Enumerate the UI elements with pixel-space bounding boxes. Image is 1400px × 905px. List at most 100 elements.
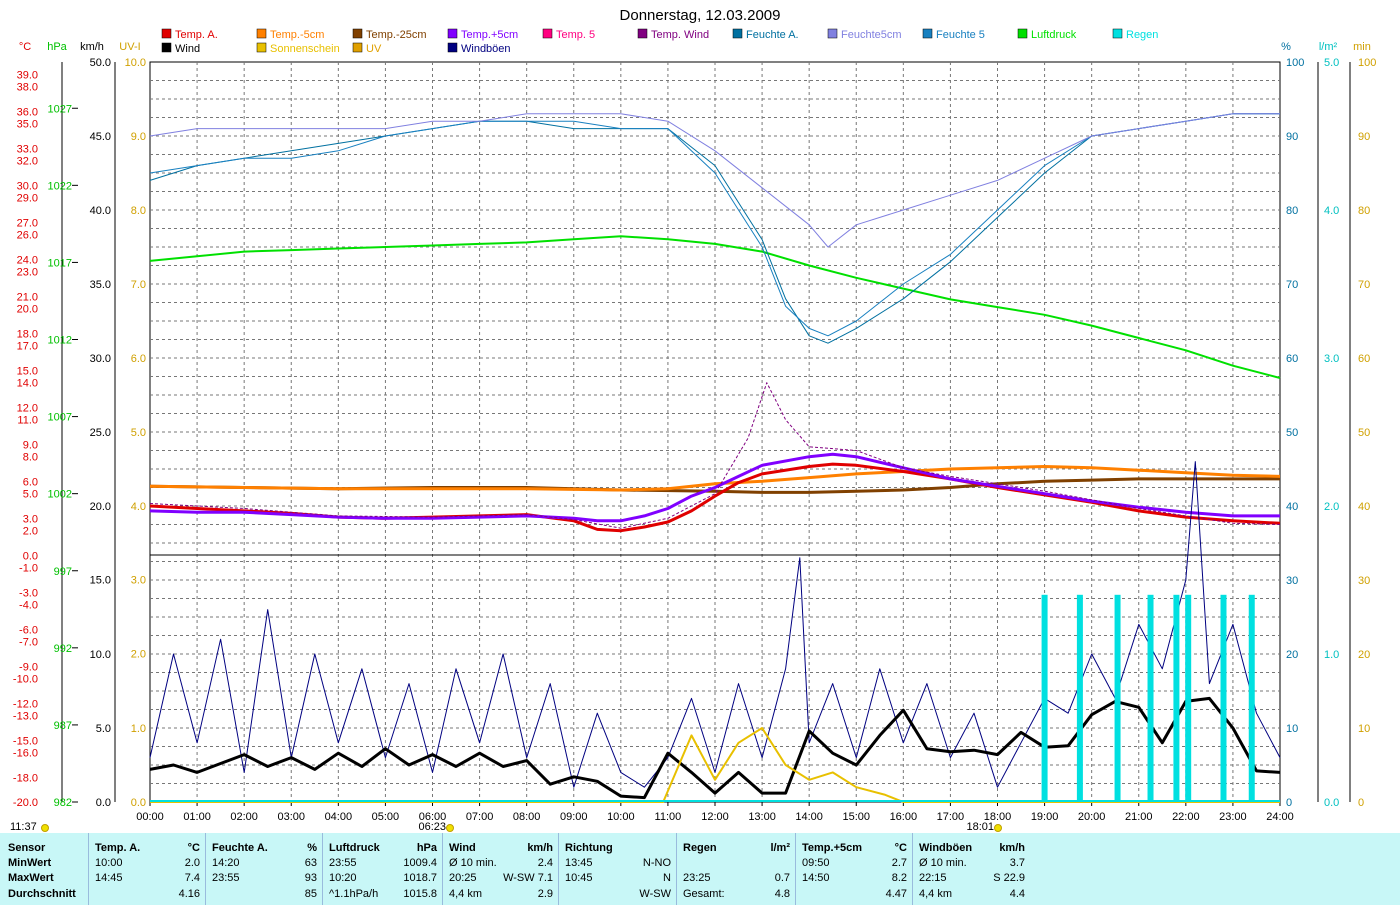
stats-cell-label: ^1.1hPa/h [329, 888, 379, 900]
tick-label-temp: 8.0 [23, 452, 38, 464]
tick-label-lm2: 4.0 [1324, 205, 1339, 217]
stats-column: Wind km/h Ø 10 min. 2.4 20:25 W-SW 7.1 4,4 km 2… [442, 833, 559, 905]
tick-label-hpa: 987 [54, 720, 72, 732]
tick-label-pct: 0 [1286, 797, 1292, 809]
legend-label: Luftdruck [1031, 29, 1077, 41]
tick-label-hpa: 1027 [48, 103, 72, 115]
stats-col-title: Windböen [919, 842, 973, 854]
tick-label-min: 0 [1358, 797, 1364, 809]
tick-label-uvi: 6.0 [131, 353, 146, 365]
stats-col-title: Temp.+5cm [802, 842, 863, 854]
stats-cell-value: 4.16 [178, 888, 200, 900]
tick-label-lm2: 1.0 [1324, 649, 1339, 661]
stats-cell-value: 2.0 [184, 857, 200, 869]
tick-label-uvi: 5.0 [131, 427, 146, 439]
axis-unit-min: min [1353, 41, 1371, 53]
stats-cell-value: S 22.9 [993, 872, 1025, 884]
stats-cell-value: W-SW 7.1 [503, 872, 553, 884]
stats-cell-label: Gesamt: [683, 888, 725, 900]
line-feuchte5cm [149, 113, 1280, 248]
tick-label-temp: -3.0 [19, 587, 38, 599]
tick-label-temp: 18.0 [17, 328, 38, 340]
legend-label: Wind [175, 43, 200, 55]
stats-cell-value: 93 [304, 872, 317, 884]
bar-regen [1173, 594, 1180, 802]
tick-label-temp: -4.0 [19, 600, 38, 612]
stats-cell-value: 2.9 [537, 888, 553, 900]
tick-label-uvi-lower: 1.0 [131, 723, 146, 735]
tick-label-uvi: 8.0 [131, 205, 146, 217]
bar-regen [1248, 594, 1255, 802]
bar-regen [1076, 594, 1083, 802]
stats-cell-label: 20:25 [449, 872, 477, 884]
legend-swatch [637, 28, 648, 39]
tick-label-temp: -12.0 [13, 698, 38, 710]
tick-label-temp: 36.0 [17, 106, 38, 118]
legend-label: Sonnenschein [270, 43, 340, 55]
legend-swatch [827, 28, 838, 39]
stats-col-unit: l/m² [770, 842, 790, 854]
stats-column: Windböen km/h Ø 10 min. 3.7 22:15 S 22.9 4,4 k… [912, 833, 1031, 905]
tick-label-kmh: 25.0 [90, 427, 111, 439]
tick-label-kmh-lower: 0.0 [96, 797, 111, 809]
stats-cell-value: 63 [304, 857, 317, 869]
stats-cell-value: 1009.4 [403, 857, 437, 869]
stats-cell-label: Ø 10 min. [919, 857, 967, 869]
tick-label-time: 05:00 [372, 811, 400, 823]
tick-label-time: 24:00 [1266, 811, 1294, 823]
stats-cell-label: 14:45 [95, 872, 123, 884]
tick-label-kmh: 50.0 [90, 57, 111, 69]
stats-col-title: Feuchte A. [212, 842, 268, 854]
stats-cell-label: 4,4 km [919, 888, 953, 900]
tick-label-temp: 15.0 [17, 365, 38, 377]
stats-cell-label: 10:20 [329, 872, 357, 884]
legend-swatch [922, 28, 933, 39]
legend-swatch [352, 28, 363, 39]
chart-title: Donnerstag, 12.03.2009 [620, 7, 781, 24]
tick-label-temp: 29.0 [17, 193, 38, 205]
tick-label-temp: 11.0 [17, 415, 38, 427]
tick-label-time: 07:00 [466, 811, 494, 823]
tick-label-pct: 40 [1286, 501, 1298, 513]
tick-label-pct: 90 [1286, 131, 1298, 143]
legend-label: Regen [1126, 29, 1158, 41]
axis-unit-kmh: km/h [80, 41, 104, 53]
tick-label-temp: -10.0 [13, 674, 38, 686]
stats-cell-value: 8.2 [891, 872, 907, 884]
tick-label-lm2: 3.0 [1324, 353, 1339, 365]
stats-cell-label: 4,4 km [449, 888, 483, 900]
tick-label-kmh: 40.0 [90, 205, 111, 217]
line-feuchte-a- [149, 113, 1280, 344]
tick-label-time: 23:00 [1219, 811, 1247, 823]
stats-col-title: Luftdruck [329, 842, 380, 854]
axis-unit-temp: °C [19, 41, 31, 53]
tick-label-pct: 10 [1286, 723, 1298, 735]
stats-cell-label: 23:55 [329, 857, 357, 869]
tick-label-min: 90 [1358, 131, 1370, 143]
tick-label-time: 15:00 [842, 811, 870, 823]
tick-label-min: 50 [1358, 427, 1370, 439]
line-temp-5cm [149, 452, 1280, 523]
tick-label-temp: 23.0 [17, 267, 38, 279]
stats-col-unit: hPa [416, 842, 437, 854]
legend-swatch [1112, 28, 1123, 39]
line-temp-wind [149, 382, 1281, 529]
tick-label-time: 13:00 [748, 811, 776, 823]
tick-label-min: 100 [1358, 57, 1376, 69]
stats-cell-label: 10:45 [565, 872, 593, 884]
stats-cell-value: 3.7 [1009, 857, 1025, 869]
tick-label-temp: 38.0 [17, 82, 38, 94]
stats-cell-label: 23:25 [683, 872, 711, 884]
legend-label: Temp.-5cm [270, 29, 324, 41]
tick-label-time: 12:00 [701, 811, 729, 823]
tick-label-temp: 9.0 [23, 439, 38, 451]
legend-swatch [256, 42, 267, 53]
tick-label-hpa: 1017 [48, 257, 72, 269]
tick-label-temp: 27.0 [17, 217, 38, 229]
tick-label-min: 20 [1358, 649, 1370, 661]
tick-label-min: 40 [1358, 501, 1370, 513]
tick-label-time: 22:00 [1172, 811, 1200, 823]
tick-label-kmh-lower: 5.0 [96, 723, 111, 735]
tick-label-min: 10 [1358, 723, 1370, 735]
